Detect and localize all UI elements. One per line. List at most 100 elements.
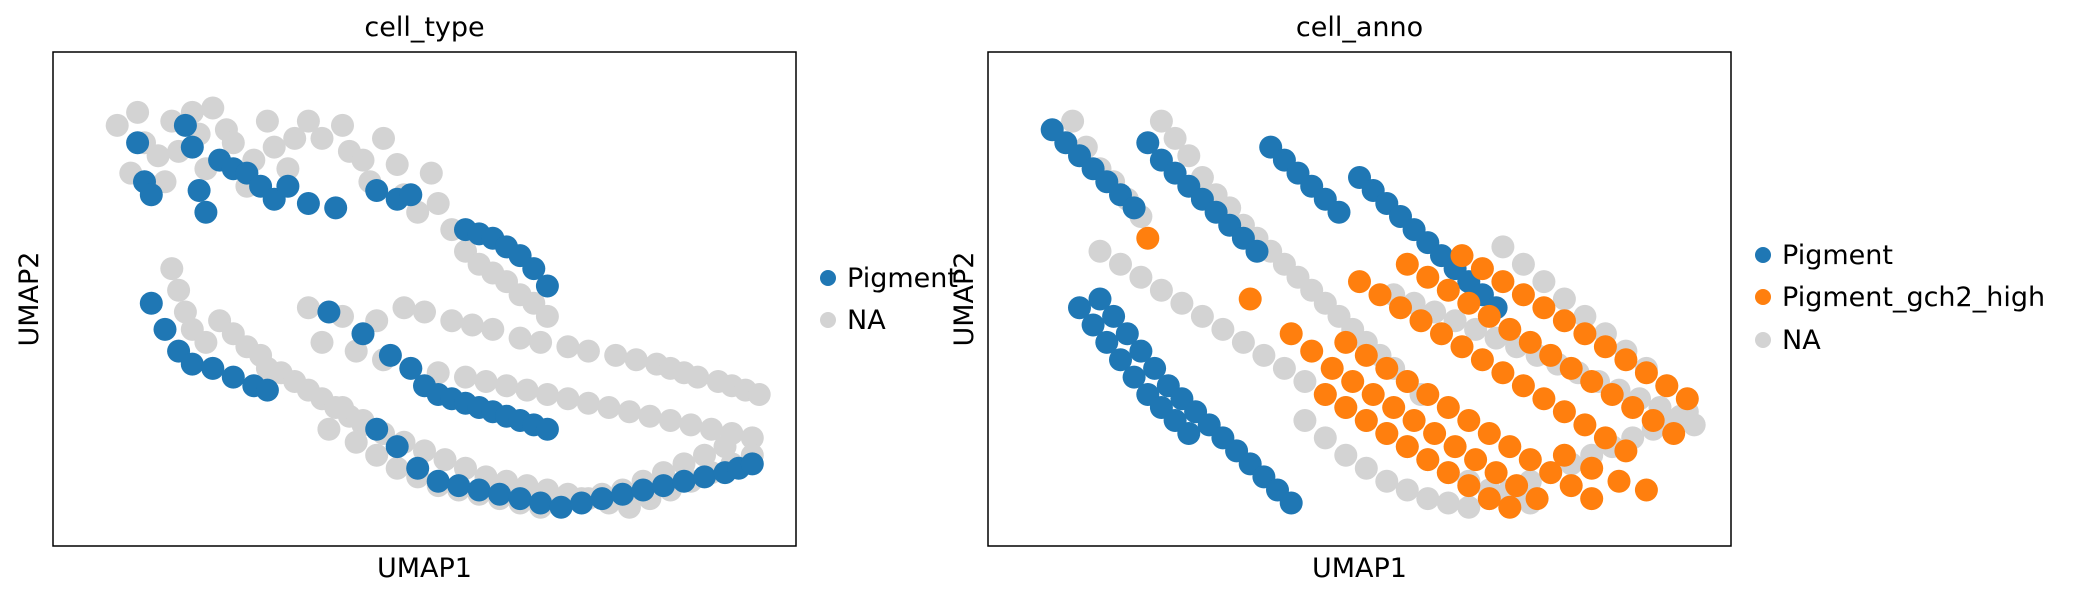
point-pigment-gch2-high xyxy=(1375,356,1399,380)
legend-marker-pigment xyxy=(820,270,836,286)
point-na xyxy=(1149,109,1173,133)
point-na xyxy=(597,396,621,419)
point-pigment-gch2-high xyxy=(1539,343,1563,367)
point-na xyxy=(529,330,553,354)
point-pigment-gch2-high xyxy=(1580,456,1604,480)
point-pigment-gch2-high xyxy=(1436,396,1460,419)
point-pigment-gch2-high xyxy=(1477,487,1501,511)
point-pigment-gch2-high xyxy=(1593,426,1617,450)
point-pigment-gch2-high xyxy=(1354,409,1378,432)
point-pigment xyxy=(1279,491,1303,515)
point-na xyxy=(105,113,129,137)
x-axis-label: UMAP1 xyxy=(377,553,472,584)
point-na xyxy=(1061,109,1085,133)
point-pigment xyxy=(447,474,471,498)
point-na xyxy=(310,126,334,150)
point-pigment xyxy=(406,456,430,480)
point-pigment-gch2-high xyxy=(1389,296,1412,320)
point-na xyxy=(1211,317,1235,341)
point-pigment-gch2-high xyxy=(1279,322,1303,346)
point-na xyxy=(344,339,368,363)
point-pigment-gch2-high xyxy=(1552,443,1576,467)
point-pigment-gch2-high xyxy=(1395,252,1419,276)
point-na xyxy=(296,109,320,133)
point-pigment-gch2-high xyxy=(1552,400,1576,424)
point-pigment-gch2-high xyxy=(1470,257,1494,281)
point-na xyxy=(1190,304,1214,328)
point-na xyxy=(1177,144,1201,168)
point-na xyxy=(317,417,341,441)
point-pigment xyxy=(1109,348,1132,372)
point-pigment-gch2-high xyxy=(1436,461,1460,485)
point-pigment-gch2-high xyxy=(1300,339,1324,363)
point-pigment-gch2-high xyxy=(1580,370,1604,393)
point-na xyxy=(576,391,600,415)
point-pigment xyxy=(365,179,389,202)
point-pigment-gch2-high xyxy=(1559,474,1583,498)
points-layer xyxy=(1040,109,1706,519)
point-na xyxy=(535,383,559,406)
point-pigment-gch2-high xyxy=(1477,422,1501,445)
point-pigment-gch2-high xyxy=(1511,283,1535,307)
point-na xyxy=(173,300,197,324)
point-pigment xyxy=(187,179,211,202)
point-pigment-gch2-high xyxy=(1525,487,1549,511)
point-pigment-gch2-high xyxy=(1518,330,1542,354)
point-pigment xyxy=(426,469,450,493)
point-na xyxy=(283,126,307,150)
point-pigment-gch2-high xyxy=(1464,448,1488,472)
point-na xyxy=(262,135,286,159)
point-pigment-gch2-high xyxy=(1409,309,1433,333)
point-pigment xyxy=(180,352,204,376)
point-pigment xyxy=(1177,422,1201,445)
point-pigment xyxy=(385,435,409,459)
point-pigment xyxy=(508,487,532,511)
point-pigment xyxy=(1115,322,1139,346)
point-pigment xyxy=(570,491,594,515)
legend-marker-na xyxy=(820,312,836,328)
point-na xyxy=(508,326,532,350)
point-pigment-gch2-high xyxy=(1607,469,1631,493)
point-pigment xyxy=(378,343,402,367)
point-pigment-gch2-high xyxy=(1354,343,1378,367)
point-pigment-gch2-high xyxy=(1450,244,1474,268)
point-na xyxy=(1334,443,1358,467)
point-na xyxy=(454,456,477,480)
point-na xyxy=(296,296,320,320)
point-na xyxy=(576,339,600,363)
point-pigment xyxy=(351,322,375,346)
point-na xyxy=(474,370,498,393)
x-axis-label: UMAP1 xyxy=(1312,553,1407,584)
point-pigment-gch2-high xyxy=(1457,291,1481,315)
legend-label-pigment: Pigment xyxy=(1782,240,1893,271)
point-na xyxy=(1354,456,1378,480)
point-pigment xyxy=(1136,131,1160,155)
point-na xyxy=(617,400,641,424)
point-na xyxy=(426,192,450,215)
point-pigment xyxy=(1088,287,1112,311)
point-na xyxy=(385,456,409,480)
point-pigment xyxy=(1122,365,1146,389)
point-na xyxy=(515,378,539,402)
point-na xyxy=(713,435,737,459)
point-na xyxy=(1272,356,1296,380)
point-pigment-gch2-high xyxy=(1382,396,1406,419)
point-na xyxy=(126,100,150,124)
point-pigment-gch2-high xyxy=(1552,309,1576,333)
point-pigment-gch2-high xyxy=(1621,396,1645,419)
point-pigment xyxy=(1068,296,1091,320)
point-na xyxy=(167,278,191,302)
point-pigment-gch2-high xyxy=(1348,270,1371,294)
point-pigment xyxy=(180,135,204,159)
point-pigment xyxy=(590,487,614,511)
point-pigment xyxy=(173,113,197,137)
point-pigment-gch2-high xyxy=(1320,356,1344,380)
point-pigment-gch2-high xyxy=(1505,474,1529,498)
legend: Pigment NA xyxy=(820,263,958,336)
chart-title: cell_anno xyxy=(1296,12,1423,43)
point-pigment-gch2-high xyxy=(1662,422,1686,445)
point-pigment-gch2-high xyxy=(1634,361,1658,385)
point-pigment-gch2-high xyxy=(1641,409,1665,432)
panel-cell-type: cell_type UMAP1 UMAP2 Pigment NA xyxy=(14,12,958,584)
